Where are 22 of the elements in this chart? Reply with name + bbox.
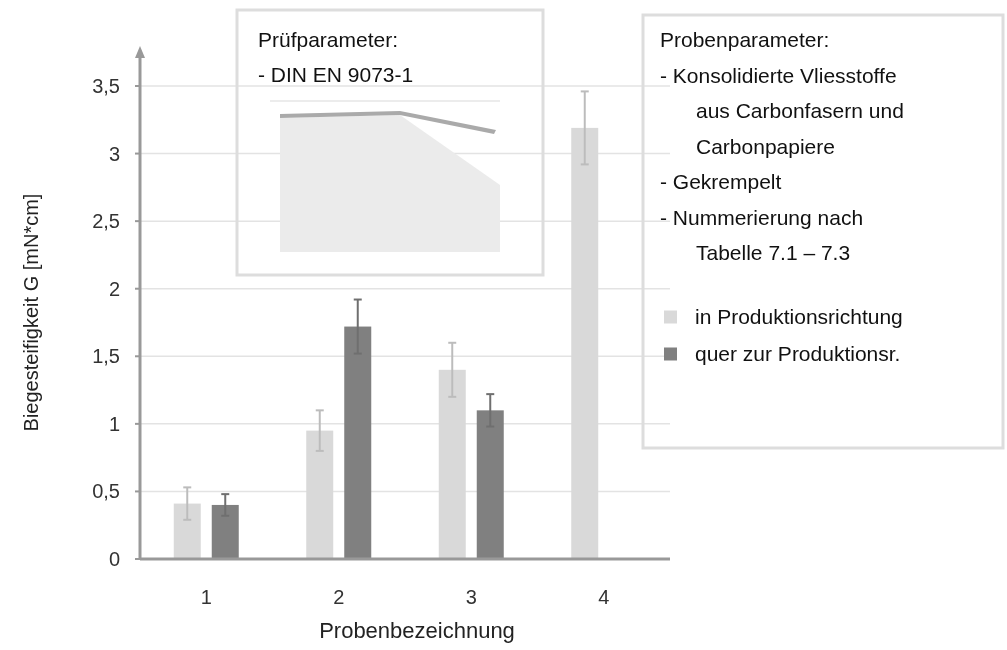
- y-tick-label: 3: [108, 142, 120, 165]
- y-tick-label: 2,5: [92, 210, 120, 233]
- annotation: - DIN EN 9073-1: [258, 63, 414, 86]
- y-axis-title: Biegesteifigkeit G [mN*cm]: [20, 193, 42, 432]
- y-tick-label: 1: [108, 412, 120, 435]
- text: Prüfparameter:: [258, 28, 399, 51]
- text: Probenparameter:: [660, 28, 830, 51]
- x-tick-label: 1: [200, 586, 212, 608]
- x-tick-label: 3: [465, 586, 477, 608]
- legend-label: in Produktionsrichtung: [695, 304, 903, 328]
- y-tick-label: 2: [108, 277, 120, 300]
- y-tick-label: 1,5: [92, 345, 120, 368]
- y-tick-label: 0: [108, 548, 120, 570]
- annotation: - Konsolidierte Vliesstoffe aus Carbonfasern und Carbonpapiere: [660, 63, 904, 158]
- legend-label: quer zur Produktionsr.: [695, 341, 901, 365]
- annotation: - Gekrempelt: [660, 170, 782, 193]
- y-tick-label: 3,5: [92, 75, 120, 97]
- x-axis-title: Probenbezeichnung: [319, 618, 515, 643]
- annotation: - Nummerierung nach Tabelle 7.1 – 7.3: [660, 205, 864, 264]
- y-tick-label: 0,5: [92, 480, 120, 503]
- x-tick-label: 2: [333, 586, 345, 608]
- x-tick-label: 4: [598, 586, 610, 608]
